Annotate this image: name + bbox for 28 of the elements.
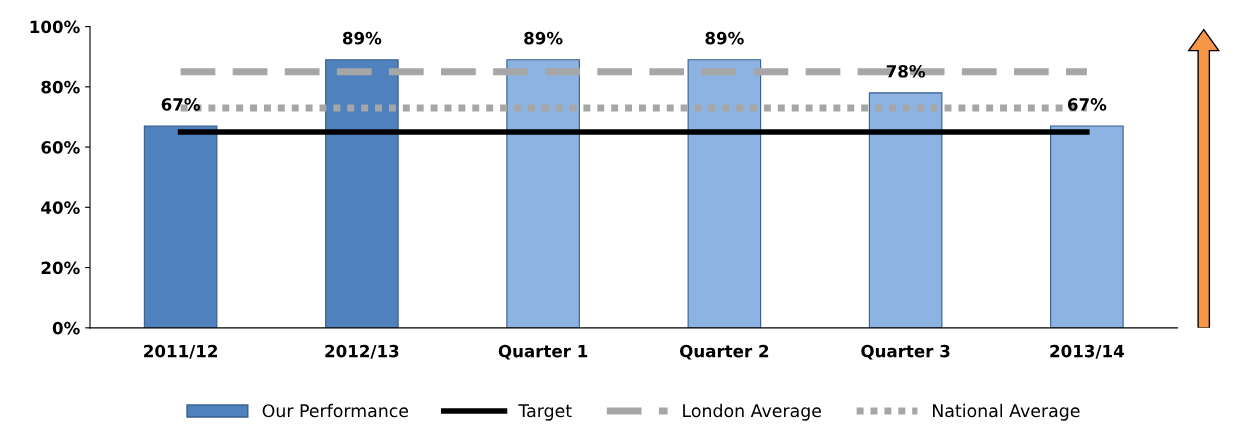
x-tick-label: Quarter 3	[861, 344, 950, 360]
y-tick-label: 0%	[52, 321, 80, 335]
y-tick-label: 100%	[30, 20, 80, 34]
legend-label: Our Performance	[262, 403, 409, 418]
x-tick-label: 2013/14	[1050, 344, 1124, 359]
y-tick-label: 40%	[41, 201, 80, 214]
bar	[1050, 125, 1124, 328]
x-tick-label: 2012/13	[325, 344, 399, 359]
bar	[143, 125, 218, 328]
x-tick-label: 2011/12	[144, 344, 218, 359]
data-label: 89%	[342, 31, 382, 45]
y-tick-label: 80%	[41, 80, 80, 94]
bar	[325, 59, 399, 328]
x-tick-label: Quarter 2	[680, 344, 769, 360]
bar	[506, 59, 580, 328]
y-tick-label: 20%	[41, 261, 80, 275]
legend-label: Target	[518, 404, 572, 421]
data-label: 78%	[886, 64, 926, 78]
bar	[687, 59, 762, 328]
data-label: 67%	[161, 98, 201, 111]
data-label: 89%	[705, 31, 744, 45]
data-label: 67%	[1067, 98, 1107, 111]
bar	[868, 92, 943, 328]
legend-label: London Average	[683, 403, 822, 421]
x-tick-label: Quarter 1	[498, 344, 588, 360]
y-tick-label: 60%	[41, 141, 80, 154]
data-label: 89%	[524, 31, 563, 45]
legend-label: National Average	[933, 403, 1080, 421]
